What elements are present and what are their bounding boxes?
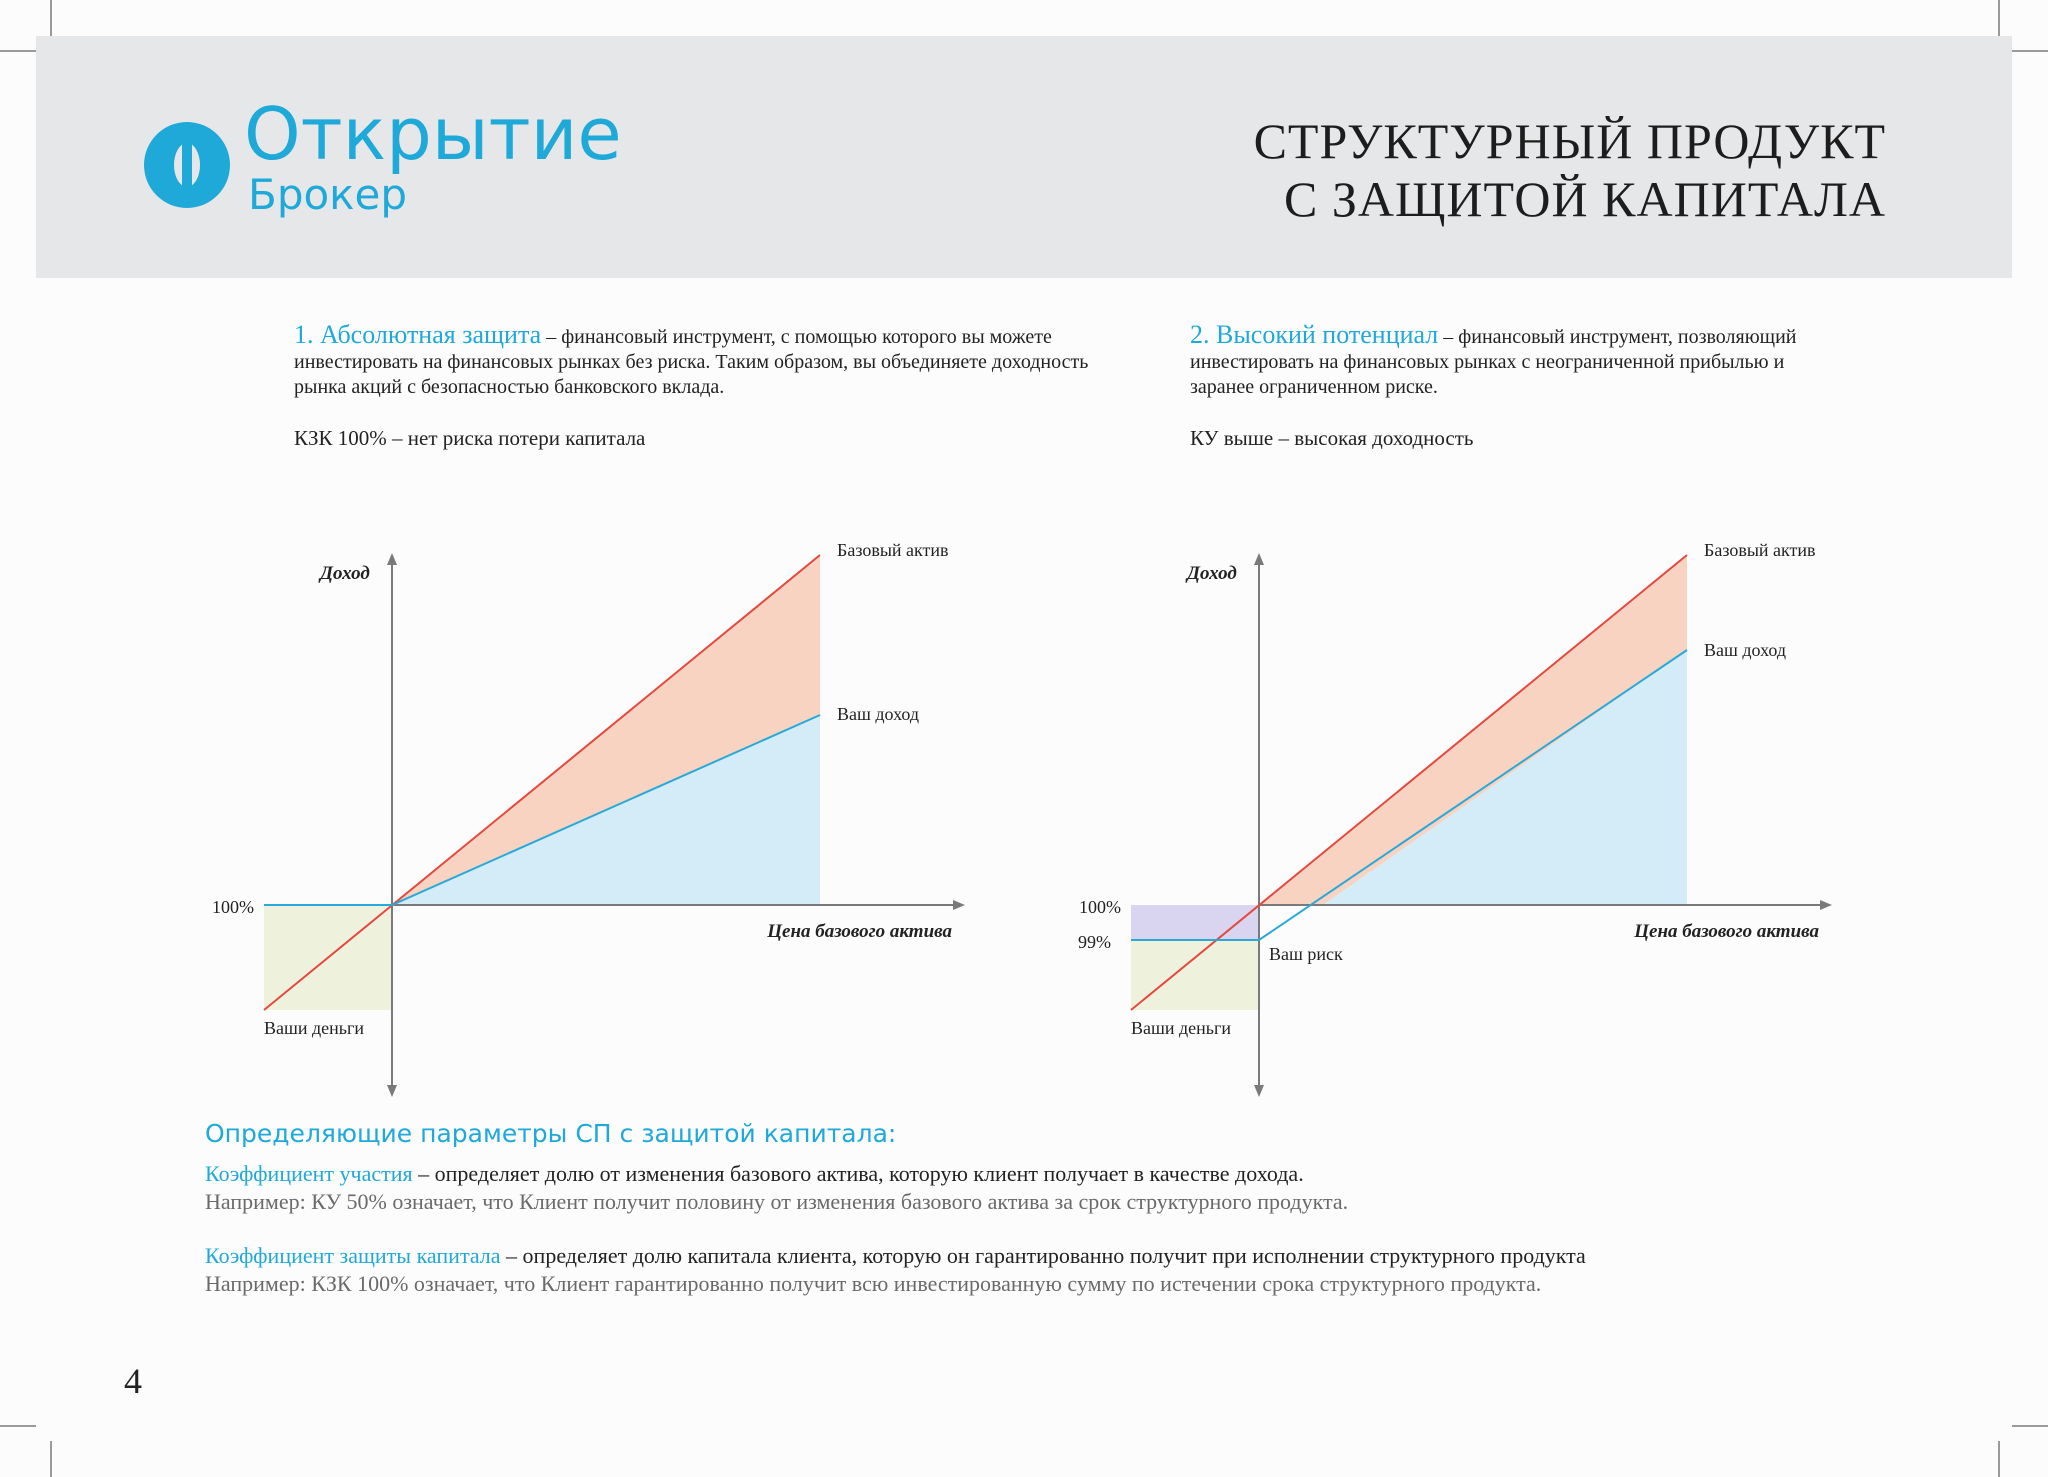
tick-label-99: 99% — [1078, 932, 1111, 952]
parameter-item: Коэффициент участия – определяет долю от… — [205, 1160, 1885, 1216]
page-number: 4 — [124, 1361, 142, 1401]
logo-name: Открытие — [244, 92, 622, 176]
series-line-base-asset — [1130, 554, 1688, 1011]
chart-high-potential: Доход Цена базового актива 100% 99% Базо… — [1078, 540, 1832, 1097]
page-title: СТРУКТУРНЫЙ ПРОДУКТ С ЗАЩИТОЙ КАПИТАЛА — [1126, 112, 1886, 228]
parameter-term: Коэффициент участия — [205, 1161, 413, 1186]
label-your-money: Ваши деньги — [1131, 1018, 1231, 1038]
series-line-your-income — [1131, 649, 1688, 941]
parameter-example: Например: КЗК 100% означает, что Клиент … — [205, 1271, 1542, 1296]
y-axis-arrow-down-icon — [1254, 1085, 1264, 1097]
x-axis-title: Цена базового актива — [766, 921, 952, 942]
label-your-risk: Ваш риск — [1269, 944, 1343, 964]
y-axis-arrow-up-icon — [1254, 553, 1264, 565]
x-axis-title: Цена базового актива — [1633, 921, 1819, 942]
tick-label-100: 100% — [1079, 897, 1121, 917]
intro-right-term: 2. Высокий потенциал — [1190, 320, 1439, 349]
x-axis-arrow-icon — [953, 900, 965, 910]
logo: Открытие Брокер — [144, 76, 624, 226]
parameter-text: – определяет долю от изменения базового … — [412, 1161, 1304, 1186]
series-label-base-asset: Базовый актив — [1704, 540, 1816, 560]
parameter-term: Коэффициент защиты капитала — [205, 1243, 501, 1268]
chart-absolute-protection: Доход Цена базового актива 100% Базовый … — [212, 540, 965, 1097]
parameters-section: Определяющие параметры СП с защитой капи… — [205, 1120, 1885, 1324]
crop-mark — [2012, 50, 2048, 52]
income-zone — [1323, 650, 1687, 905]
intro-high-potential: 2. Высокий потенциал – финансовый инстру… — [1190, 322, 1830, 451]
intro-left-note: КЗК 100% – нет риска потери капитала — [294, 426, 646, 450]
intro-absolute-protection: 1. Абсолютная защита – финансовый инстру… — [294, 322, 1104, 451]
y-axis-arrow-down-icon — [387, 1085, 397, 1097]
y-axis-arrow-up-icon — [387, 553, 397, 565]
parameter-example: Например: КУ 50% означает, что Клиент по… — [205, 1189, 1349, 1214]
crop-mark — [1998, 0, 2000, 36]
intro-right-note: КУ выше – высокая доходность — [1190, 426, 1474, 450]
page-title-line-1: СТРУКТУРНЫЙ ПРОДУКТ — [1253, 113, 1886, 169]
parameter-text: – определяет долю капитала клиента, кото… — [500, 1243, 1586, 1268]
tick-label-100: 100% — [212, 897, 254, 917]
parameter-item: Коэффициент защиты капитала – определяет… — [205, 1242, 1885, 1298]
series-line-base-asset — [263, 554, 821, 1011]
capital-zone — [1131, 940, 1259, 1010]
crop-mark — [50, 1441, 52, 1477]
series-label-your-income: Ваш доход — [837, 704, 919, 724]
crop-mark — [0, 1425, 36, 1427]
y-axis-title: Доход — [1185, 563, 1237, 584]
logo-subtitle: Брокер — [248, 170, 408, 219]
logo-mark-icon — [144, 122, 230, 208]
parameters-heading: Определяющие параметры СП с защитой капи… — [205, 1119, 897, 1148]
crop-mark — [0, 50, 36, 52]
series-line-your-income — [264, 714, 821, 906]
risk-zone — [1131, 905, 1259, 940]
series-label-base-asset: Базовый актив — [837, 540, 949, 560]
crop-mark — [2012, 1425, 2048, 1427]
crop-mark — [50, 0, 52, 36]
intro-left-text: – финансовый инструмент, с помощью котор… — [294, 326, 1089, 398]
y-axis-title: Доход — [318, 563, 370, 584]
header-band — [36, 36, 2012, 278]
intro-right-text: – финансовый инструмент, позволяющий инв… — [1190, 326, 1797, 398]
crop-mark — [1998, 1441, 2000, 1477]
label-your-money: Ваши деньги — [264, 1018, 364, 1038]
series-label-your-income: Ваш доход — [1704, 640, 1786, 660]
page-title-line-2: С ЗАЩИТОЙ КАПИТАЛА — [1283, 171, 1886, 227]
x-axis-arrow-icon — [1820, 900, 1832, 910]
intro-left-term: 1. Абсолютная защита — [294, 320, 542, 349]
